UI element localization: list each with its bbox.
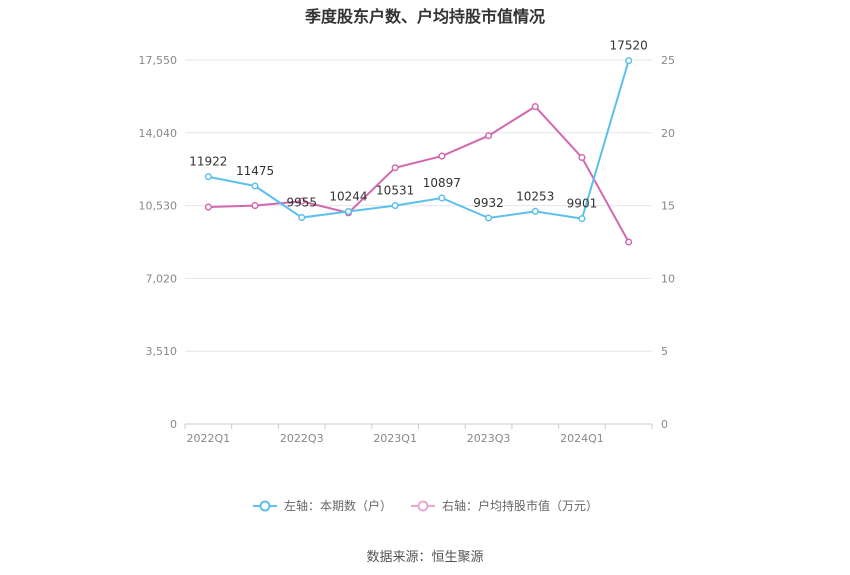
series-point: [438, 152, 446, 160]
x-tick-label: 2023Q3: [467, 432, 511, 445]
legend-line-icon: [411, 500, 435, 511]
data-label: 10531: [376, 184, 414, 198]
series-layer: [204, 57, 633, 246]
data-label: 11922: [189, 155, 227, 169]
y-left-tick-label: 10,530: [139, 200, 178, 213]
series-point: [391, 164, 399, 172]
y-left-tick-label: 3,510: [146, 345, 178, 358]
grid-lines: [185, 59, 652, 352]
x-tick-label: 2023Q1: [373, 432, 417, 445]
data-label: 10253: [516, 189, 554, 203]
series-point: [531, 103, 539, 111]
y-left-tick-label: 14,040: [139, 127, 178, 140]
series-point: [251, 182, 259, 190]
y-left-tick-label: 17,550: [139, 54, 178, 67]
data-label: 11475: [236, 164, 274, 178]
data-label: 17520: [610, 39, 648, 53]
legend-label-households: 左轴：本期数（户）: [283, 499, 392, 513]
y-right-tick-label: 0: [661, 418, 668, 431]
series-point: [204, 203, 212, 211]
series-point: [578, 154, 586, 162]
data-label: 10897: [423, 176, 461, 190]
series-point: [204, 173, 212, 181]
y-right-tick-label: 15: [661, 200, 675, 213]
series-point: [251, 202, 259, 210]
legend-label-avg-holding: 右轴：户均持股市值（万元）: [442, 499, 599, 513]
series-point: [298, 213, 306, 222]
y-right-tick-label: 20: [661, 127, 675, 140]
data-labels: 11922 11475 9955 10244 10531 10897 9932 10253 99…: [189, 39, 647, 211]
data-label: 9932: [473, 196, 504, 210]
legend-item-households[interactable]: 左轴：本期数（户）: [252, 497, 392, 514]
series-point: [531, 207, 539, 215]
data-label: 9955: [286, 196, 317, 210]
legend-item-avg-holding[interactable]: 右轴：户均持股市值（万元）: [410, 497, 598, 514]
series-point: [391, 202, 399, 210]
legend: 左轴：本期数（户） 右轴：户均持股市值（万元）: [0, 497, 850, 514]
series-point: [485, 214, 493, 222]
series-point: [298, 197, 306, 205]
data-source: 数据来源：恒生聚源: [366, 550, 484, 565]
data-label: 9901: [567, 197, 598, 211]
y-right-tick-label: 10: [661, 272, 675, 285]
chart-title: 季度股东户数、户均持股市值情况: [304, 7, 545, 26]
series-point: [625, 57, 633, 65]
series-point: [438, 194, 446, 202]
x-tick-label: 2022Q1: [187, 432, 231, 445]
axes: 0 0 3,510 5 7,020 10 10,530 15 14,040 20 17,550 25 2…: [139, 54, 676, 445]
series-point: [485, 132, 493, 140]
y-left-tick-label: 7,020: [146, 272, 178, 285]
y-left-tick-label: 0: [170, 418, 177, 431]
y-right-tick-label: 5: [661, 345, 668, 358]
legend-line-icon: [252, 500, 277, 511]
series-line: [208, 60, 630, 220]
series-point: [344, 207, 353, 216]
series-point: [578, 215, 586, 223]
y-right-tick-label: 25: [661, 54, 675, 67]
x-tick-label: 2024Q1: [560, 432, 604, 445]
data-label: 10244: [329, 190, 367, 204]
x-tick-label: 2022Q3: [280, 432, 324, 445]
series-line: [208, 105, 630, 243]
series-point: [625, 238, 633, 246]
